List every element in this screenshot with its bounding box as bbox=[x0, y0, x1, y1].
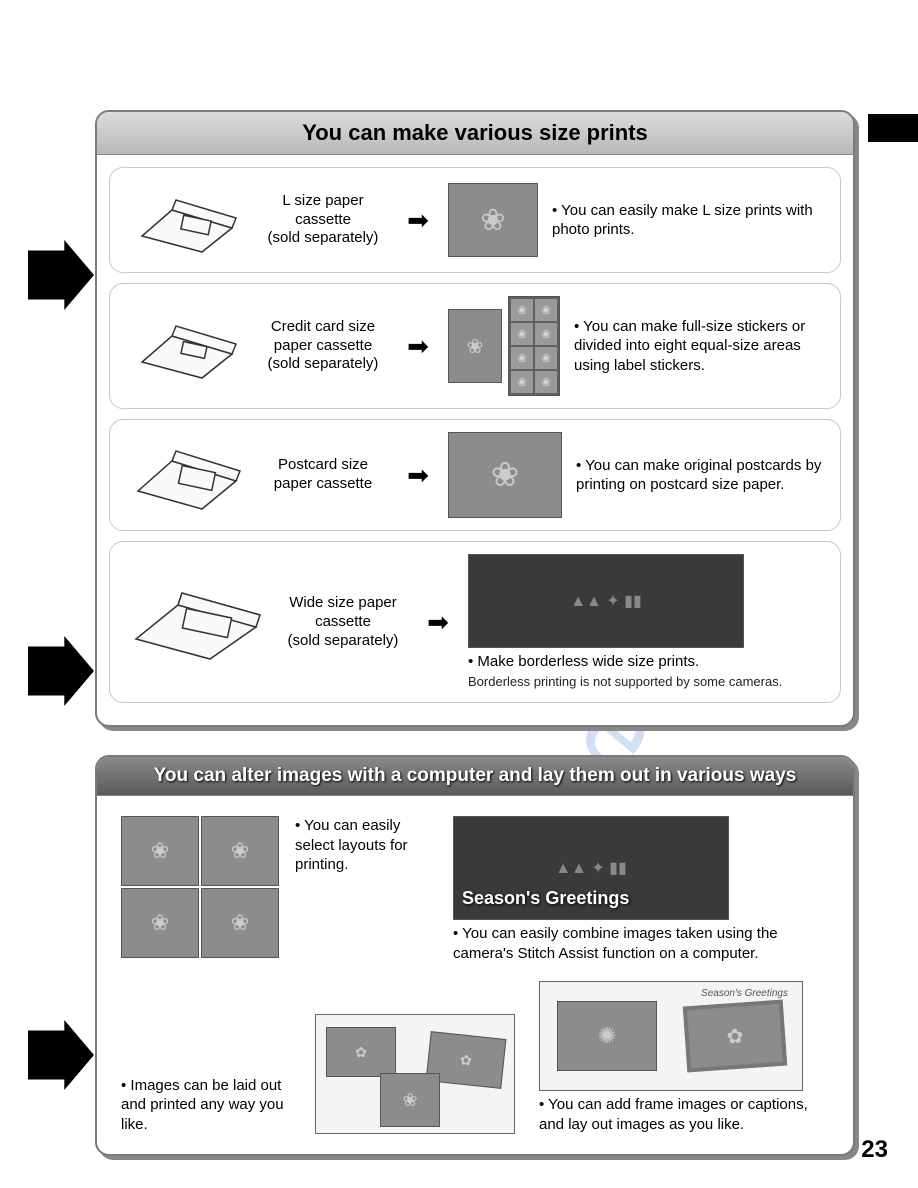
section-alter-images: You can alter images with a computer and… bbox=[95, 755, 855, 1156]
layout-text-span: You can easily select layouts for printi… bbox=[295, 817, 408, 873]
cassette-icon bbox=[124, 435, 244, 515]
side-arrow-1 bbox=[28, 240, 94, 310]
row2-desc: You can make full-size stickers or divid… bbox=[574, 317, 826, 376]
caption-text-span: You can add frame images or captions, an… bbox=[539, 1096, 808, 1133]
layout-grid: ❀❀❀❀ bbox=[121, 816, 279, 958]
sample-photo: ❀ bbox=[448, 432, 562, 518]
section2-title: You can alter images with a computer and… bbox=[109, 765, 841, 787]
row2-desc-text: You can make full-size stickers or divid… bbox=[574, 318, 805, 374]
cassette-label-line1: Postcard size paper cassette bbox=[258, 456, 388, 494]
stitch-text-span: You can easily combine images taken usin… bbox=[453, 925, 778, 962]
section1-title: You can make various size prints bbox=[109, 120, 841, 146]
row1-desc: You can easily make L size prints with p… bbox=[552, 201, 826, 240]
arrow-icon: ➡ bbox=[402, 205, 434, 236]
cassette-label-line1: Wide size paper cassette bbox=[278, 594, 408, 632]
cassette-label: Postcard size paper cassette bbox=[258, 456, 388, 494]
row3-desc-text: You can make original postcards by print… bbox=[576, 457, 821, 494]
row-l-size: L size paper cassette (sold separately) … bbox=[109, 167, 841, 273]
side-arrow-2 bbox=[28, 636, 94, 706]
cassette-label-line1: L size paper cassette bbox=[258, 192, 388, 230]
cassette-label-line2: (sold separately) bbox=[278, 632, 408, 651]
section1-header: You can make various size prints bbox=[97, 112, 853, 155]
section1-body: L size paper cassette (sold separately) … bbox=[97, 155, 853, 725]
page-number: 23 bbox=[861, 1136, 888, 1164]
framed-label: Season's Greetings bbox=[701, 988, 788, 999]
collage-frame: ✿ ✿ ❀ bbox=[315, 1014, 515, 1134]
arrow-icon: ➡ bbox=[402, 460, 434, 491]
stitch-text: You can easily combine images taken usin… bbox=[453, 924, 829, 963]
cassette-label: L size paper cassette (sold separately) bbox=[258, 192, 388, 248]
section2-header: You can alter images with a computer and… bbox=[97, 757, 853, 796]
free-layout-text-span: Images can be laid out and printed any w… bbox=[121, 1077, 284, 1133]
layout-text: You can easily select layouts for printi… bbox=[295, 816, 425, 875]
row1-desc-text: You can easily make L size prints with p… bbox=[552, 202, 813, 239]
greeting-overlay: Season's Greetings bbox=[462, 888, 629, 909]
row4-desc-text: Make borderless wide size prints. bbox=[468, 653, 699, 670]
section2-row1: ❀❀❀❀ You can easily select layouts for p… bbox=[121, 816, 829, 963]
section-size-prints: You can make various size prints L size … bbox=[95, 110, 855, 727]
sample-photos: ❀ ❀❀❀❀❀❀❀❀ bbox=[448, 296, 560, 396]
row4-desc: Make borderless wide size prints. Border… bbox=[468, 652, 826, 690]
caption-frame: Season's Greetings ✺ ✿ bbox=[539, 981, 803, 1091]
row4-right: ▲▲ ✦ ▮▮ Make borderless wide size prints… bbox=[468, 554, 826, 690]
side-arrow-3 bbox=[28, 1020, 94, 1090]
cassette-label-line2: (sold separately) bbox=[258, 355, 388, 374]
row4-note: Borderless printing is not supported by … bbox=[468, 674, 826, 691]
cassette-icon bbox=[124, 306, 244, 386]
sample-photo: ❀ bbox=[448, 183, 538, 257]
greeting-photo: ▲▲ ✦ ▮▮ Season's Greetings bbox=[453, 816, 729, 920]
cassette-label-line1: Credit card size paper cassette bbox=[258, 318, 388, 356]
section2-row2: Images can be laid out and printed any w… bbox=[121, 981, 829, 1134]
cassette-label: Credit card size paper cassette (sold se… bbox=[258, 318, 388, 374]
cassette-icon bbox=[124, 180, 244, 260]
row-wide: Wide size paper cassette (sold separatel… bbox=[109, 541, 841, 703]
caption-text: You can add frame images or captions, an… bbox=[539, 1095, 829, 1134]
page-edge-tab bbox=[868, 114, 918, 142]
row3-desc: You can make original postcards by print… bbox=[576, 456, 826, 495]
arrow-icon: ➡ bbox=[402, 331, 434, 362]
sticker-grid: ❀❀❀❀❀❀❀❀ bbox=[508, 296, 560, 396]
free-layout-text: Images can be laid out and printed any w… bbox=[121, 1076, 291, 1135]
cassette-label: Wide size paper cassette (sold separatel… bbox=[278, 594, 408, 650]
row-postcard: Postcard size paper cassette ➡ ❀ You can… bbox=[109, 419, 841, 531]
cassette-label-line2: (sold separately) bbox=[258, 229, 388, 248]
cassette-icon bbox=[124, 577, 264, 667]
arrow-icon: ➡ bbox=[422, 607, 454, 638]
section2-body: ❀❀❀❀ You can easily select layouts for p… bbox=[97, 796, 853, 1154]
wide-photo: ▲▲ ✦ ▮▮ bbox=[468, 554, 744, 648]
row-credit-card: Credit card size paper cassette (sold se… bbox=[109, 283, 841, 409]
